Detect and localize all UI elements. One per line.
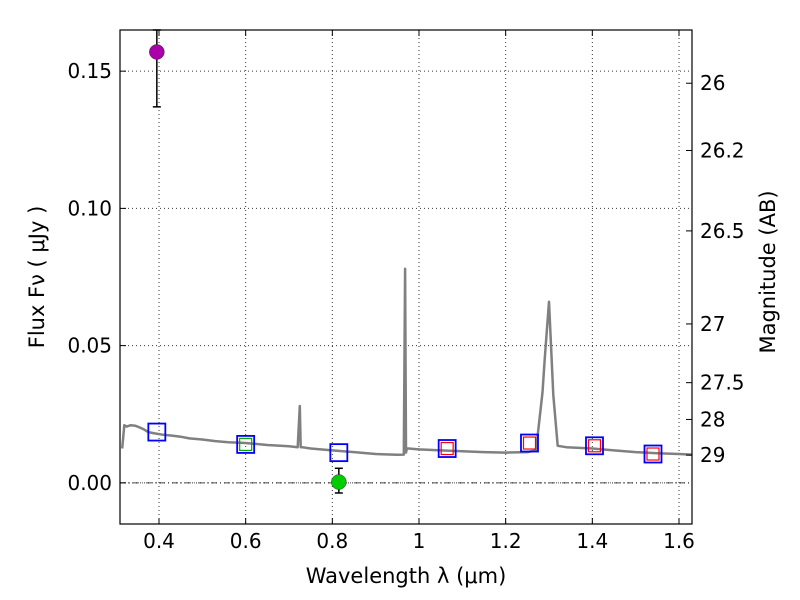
- y-tick-label: 0.05: [67, 334, 112, 358]
- model-band-marker: [520, 433, 539, 453]
- model-sed-line: [120, 267, 693, 457]
- observed-point: [331, 474, 347, 490]
- x-tick-label: 0.8: [316, 529, 348, 553]
- model-band-marker: [236, 435, 256, 454]
- y-tick-label: 0.00: [67, 471, 112, 495]
- right-axis-label: Magnitude (AB): [756, 190, 780, 353]
- ticks-layer: 0.4 0.6 0.8 1 1.2 1.4 1.6 0.00 0.05 0.10 0.15 26 26.…: [67, 30, 745, 553]
- x-tick-label: 1.6: [663, 529, 695, 553]
- right-tick-label: 26.2: [700, 138, 745, 162]
- right-tick-label: 28: [700, 407, 725, 431]
- right-tick-label: 26: [700, 71, 725, 95]
- x-axis-label: Wavelength λ (μm): [306, 564, 507, 588]
- right-tick-label: 29: [700, 443, 725, 467]
- grid-layer: [120, 30, 692, 524]
- x-tick-label: 0.4: [143, 529, 175, 553]
- y-tick-label: 0.15: [67, 59, 112, 83]
- right-tick-label: 27: [700, 312, 725, 336]
- plot-frame: [119, 29, 693, 525]
- observed-band-marker: [440, 441, 454, 456]
- right-tick-label: 26.5: [700, 219, 745, 243]
- model-band-marker: [437, 439, 457, 458]
- photometry-layer: [147, 29, 663, 494]
- model-band-marker: [329, 443, 349, 463]
- observed-band-marker: [239, 437, 253, 452]
- y-tick-label: 0.10: [67, 196, 112, 220]
- model-layer: [120, 267, 693, 457]
- x-tick-label: 1.2: [490, 529, 522, 553]
- x-tick-label: 0.6: [230, 529, 262, 553]
- x-tick-label: 1.4: [576, 529, 608, 553]
- observed-band-marker: [587, 439, 602, 453]
- observed-point: [149, 44, 165, 60]
- observed-band-marker: [646, 447, 660, 461]
- x-tick-label: 1: [413, 529, 426, 553]
- model-band-marker: [147, 422, 167, 442]
- observed-band-marker: [522, 436, 537, 450]
- y-axis-label: Flux Fν ( μJy ): [25, 206, 49, 349]
- model-band-marker: [585, 436, 604, 456]
- right-tick-label: 27.5: [700, 371, 745, 395]
- model-band-marker: [643, 444, 663, 464]
